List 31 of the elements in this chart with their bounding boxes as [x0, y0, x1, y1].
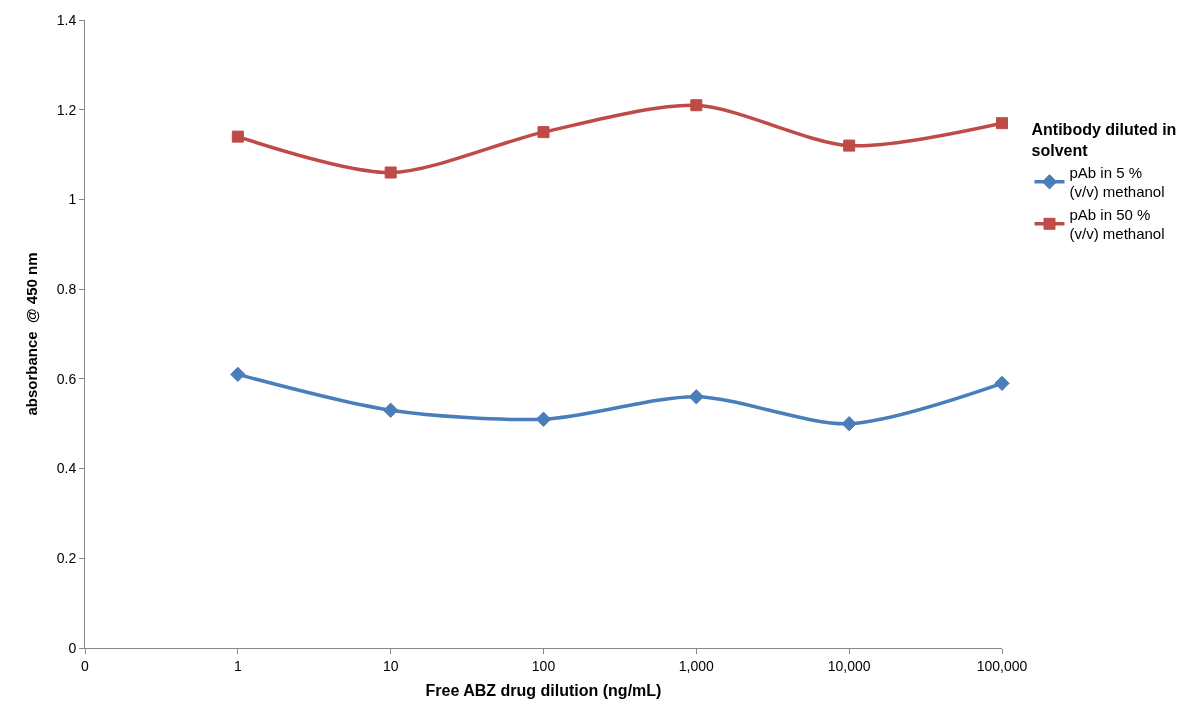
y-tick-label: 1 — [68, 191, 77, 208]
x-tick-label: 1 — [233, 657, 242, 674]
point — [690, 99, 703, 112]
x-tick-label: 1,000 — [678, 657, 715, 674]
y-tick-label: 1.2 — [56, 101, 77, 118]
x-tick-label: 10 — [382, 657, 399, 674]
y-tick-label: 0.2 — [56, 550, 77, 567]
y-axis-title: absorbance @ 450 nm — [22, 252, 40, 416]
legend-label: pAb in 50 % (v/v) methanol — [1069, 205, 1165, 243]
x-tick-label: 10,000 — [827, 657, 871, 674]
point — [841, 416, 857, 432]
point — [843, 139, 856, 152]
y-tick-label: 0.4 — [56, 460, 77, 477]
y-tick-label: 0 — [68, 639, 77, 656]
x-axis-title: Free ABZ drug dilution (ng/mL) — [425, 682, 662, 700]
x-tick-label: 100 — [531, 657, 556, 674]
point — [384, 166, 397, 179]
x-tick-label: 0 — [81, 657, 90, 674]
point — [688, 389, 704, 405]
y-tick-label: 0.6 — [56, 370, 77, 387]
point — [537, 126, 550, 139]
point — [996, 117, 1008, 130]
legend-title: Antibody diluted in solvent — [1031, 121, 1177, 159]
point — [994, 375, 1010, 391]
x-tick-label: 100,000 — [976, 657, 1028, 674]
point — [230, 366, 246, 383]
point — [383, 402, 399, 418]
point — [535, 411, 552, 427]
y-tick-label: 0.8 — [56, 281, 77, 298]
y-tick-label: 1.4 — [56, 11, 77, 28]
point — [231, 130, 244, 143]
